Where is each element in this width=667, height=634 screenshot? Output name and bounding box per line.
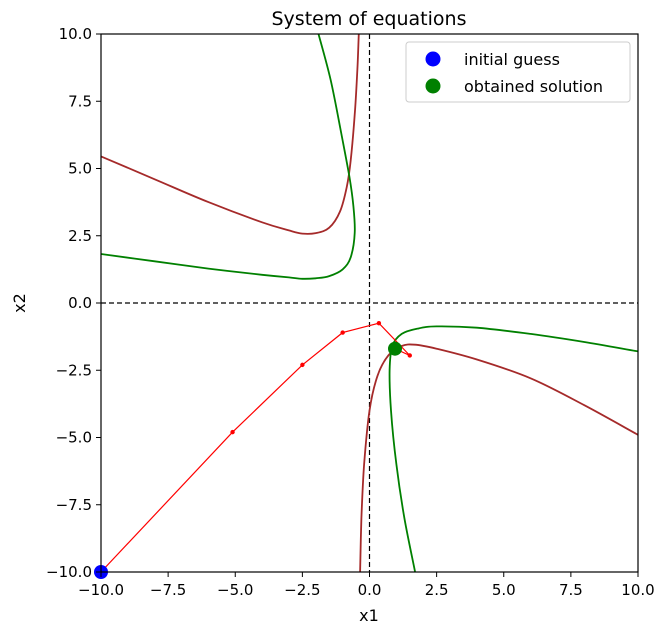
y-tick-label: 5.0 [68, 160, 92, 178]
x-axis-ticks: −10.0 −7.5 −5.0 −2.5 0.0 2.5 5.0 7.5 10.0 [78, 572, 655, 599]
iteration-point [300, 362, 305, 368]
x-tick-label: 10.0 [621, 581, 654, 599]
x-tick-label: 2.5 [425, 581, 449, 599]
green-lower-right-curve [388, 325, 638, 572]
y-tick-label: 10.0 [59, 25, 92, 43]
y-tick-label: 2.5 [68, 227, 92, 245]
x-tick-label: −5.0 [217, 581, 253, 599]
iteration-point [407, 353, 412, 358]
iteration-point [230, 429, 235, 435]
y-tick-label: −5.0 [56, 429, 92, 447]
y-tick-label: 7.5 [68, 92, 92, 110]
reference-lines [101, 34, 638, 572]
x-tick-label: −10.0 [78, 581, 124, 599]
x-axis-label: x1 [359, 606, 379, 625]
y-tick-label: −2.5 [56, 361, 92, 379]
legend-marker-obtained-solution [425, 78, 441, 94]
legend-label-initial-guess: initial guess [464, 50, 560, 69]
y-axis-ticks: −10.0 −7.5 −5.0 −2.5 0.0 2.5 5.0 7.5 10.0 [46, 25, 101, 581]
x-tick-label: 5.0 [492, 581, 516, 599]
brown-lower-right-curve [359, 343, 638, 572]
curves [98, 34, 638, 575]
chart-title: System of equations [272, 8, 467, 30]
iteration-point [376, 320, 382, 326]
iteration-point [340, 330, 345, 335]
y-tick-label: −10.0 [46, 563, 92, 581]
x-tick-label: 0.0 [358, 581, 382, 599]
x-tick-label: −7.5 [150, 581, 186, 599]
y-tick-label: 0.0 [68, 294, 92, 312]
legend-box [405, 41, 631, 103]
brown-upper-left-curve [101, 34, 360, 235]
legend: initial guess obtained solution [405, 41, 631, 103]
x-tick-label: −2.5 [284, 581, 320, 599]
legend-label-obtained-solution: obtained solution [464, 77, 603, 96]
x-tick-label: 7.5 [559, 581, 583, 599]
green-upper-left-curve [101, 34, 356, 280]
y-axis-label: x2 [10, 293, 29, 313]
y-tick-label: −7.5 [56, 496, 92, 514]
legend-marker-initial-guess [425, 51, 441, 67]
obtained-solution-marker [388, 341, 403, 356]
